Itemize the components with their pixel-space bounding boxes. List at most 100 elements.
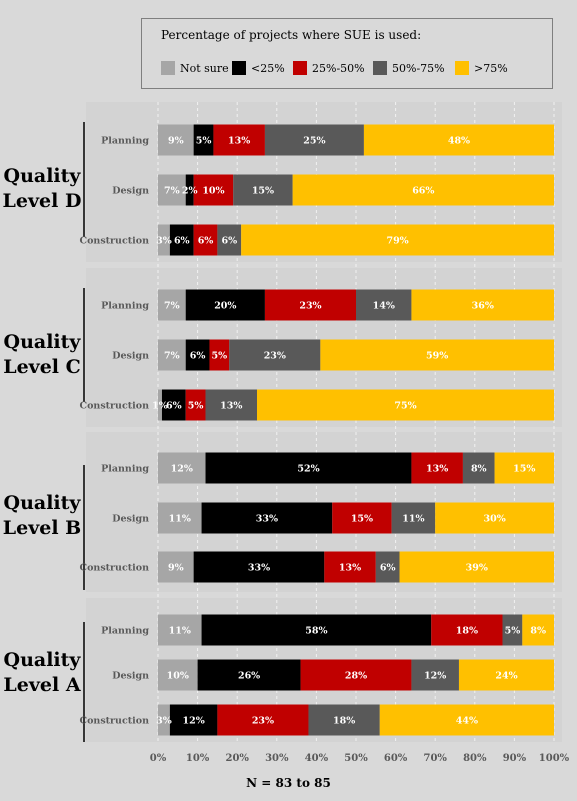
row-label: Construction [80, 563, 150, 574]
sample-size-label: N = 83 to 85 [246, 776, 331, 790]
group-label-level-c: Quality Level C [2, 330, 82, 380]
data-label: 9% [168, 136, 184, 147]
data-label: 6% [166, 401, 182, 412]
data-label: 2% [182, 186, 198, 197]
legend-label: 50%-75% [392, 61, 445, 75]
x-tick-label: 50% [344, 753, 368, 764]
data-label: 12% [424, 671, 446, 682]
bar-segment [161, 389, 186, 421]
bar-segment [158, 124, 194, 156]
bar-segment [391, 502, 436, 534]
bar-segment [308, 704, 380, 736]
data-label: 13% [339, 563, 361, 574]
data-label: 58% [305, 626, 327, 637]
row-label: Construction [80, 236, 150, 247]
bar-segment [494, 452, 554, 484]
bar-segment [193, 174, 234, 206]
bar-segment [522, 614, 554, 646]
data-label: 12% [171, 464, 193, 475]
bar-segment [363, 124, 554, 156]
group-label-level-b: Quality Level B [2, 491, 82, 541]
x-tick-label: 100% [539, 753, 570, 764]
bar-segment [158, 389, 162, 421]
bar-segment [169, 704, 218, 736]
legend-item-gt75: >75% [455, 61, 508, 75]
bar-segment [379, 704, 554, 736]
data-label: 23% [299, 301, 321, 312]
legend-item-not-sure: Not sure [161, 61, 229, 75]
bar-segment [264, 124, 364, 156]
bar-segment [197, 659, 301, 691]
bar-segment [435, 502, 554, 534]
legend-label: Not sure [180, 61, 229, 75]
data-label: 36% [472, 301, 494, 312]
legend-label: <25% [251, 61, 285, 75]
data-label: 13% [228, 136, 250, 147]
data-label: 26% [238, 671, 260, 682]
data-label: 7% [164, 351, 180, 362]
data-label: 13% [220, 401, 242, 412]
data-label: 18% [333, 716, 355, 727]
legend-swatch [293, 61, 307, 75]
group-label-line2: Level C [3, 356, 81, 378]
bar-segment [458, 659, 554, 691]
data-label: 7% [164, 186, 180, 197]
bar-segment [356, 289, 412, 321]
bar-segment [158, 224, 170, 256]
bar-segment [324, 551, 376, 583]
group-label-line2: Level D [2, 190, 82, 212]
legend-item-25-50: 25%-50% [293, 61, 365, 75]
data-label: 8% [471, 464, 487, 475]
data-label: 30% [483, 514, 505, 525]
row-label: Design [112, 671, 149, 682]
data-label: 11% [169, 514, 191, 525]
bar-segment [169, 224, 194, 256]
group-label-line2: Level A [3, 674, 81, 696]
data-label: 33% [248, 563, 270, 574]
data-label: 15% [252, 186, 274, 197]
bar-segment [502, 614, 523, 646]
bar-segment [462, 452, 495, 484]
legend-title: Percentage of projects where SUE is used… [161, 28, 422, 42]
data-label: 18% [456, 626, 478, 637]
group-label-level-d: Quality Level D [2, 164, 82, 214]
group-label-line1: Quality [3, 331, 81, 353]
bar-segment [217, 704, 309, 736]
bar-segment [201, 502, 333, 534]
data-label: 10% [167, 671, 189, 682]
row-label: Planning [101, 626, 149, 637]
bar-segment [213, 124, 265, 156]
bar-segment [217, 224, 242, 256]
data-label: 39% [466, 563, 488, 574]
x-tick-label: 30% [265, 753, 289, 764]
data-label: 15% [351, 514, 373, 525]
data-label: 14% [373, 301, 395, 312]
data-label: 28% [345, 671, 367, 682]
row-label: Design [112, 514, 149, 525]
data-label: 7% [164, 301, 180, 312]
group-label-level-a: Quality Level A [2, 648, 82, 698]
bar-segment [233, 174, 293, 206]
data-label: 44% [456, 716, 478, 727]
bar-segment [158, 289, 186, 321]
x-tick-label: 20% [225, 753, 249, 764]
bar-segment [185, 339, 210, 371]
bar-segment [201, 614, 432, 646]
data-label: 8% [530, 626, 546, 637]
group-label-line1: Quality [3, 649, 81, 671]
bar-segment [431, 614, 503, 646]
legend-label: 25%-50% [312, 61, 365, 75]
bar-segment [241, 224, 554, 256]
bar-segment [205, 389, 257, 421]
data-label: 9% [168, 563, 184, 574]
data-label: 59% [426, 351, 448, 362]
row-label: Planning [101, 301, 149, 312]
bar-segment [320, 339, 554, 371]
bar-segment [158, 659, 198, 691]
data-label: 33% [256, 514, 278, 525]
data-label: 12% [183, 716, 205, 727]
group-label-line1: Quality [3, 492, 81, 514]
data-label: 3% [156, 716, 172, 727]
x-tick-label: 40% [305, 753, 329, 764]
